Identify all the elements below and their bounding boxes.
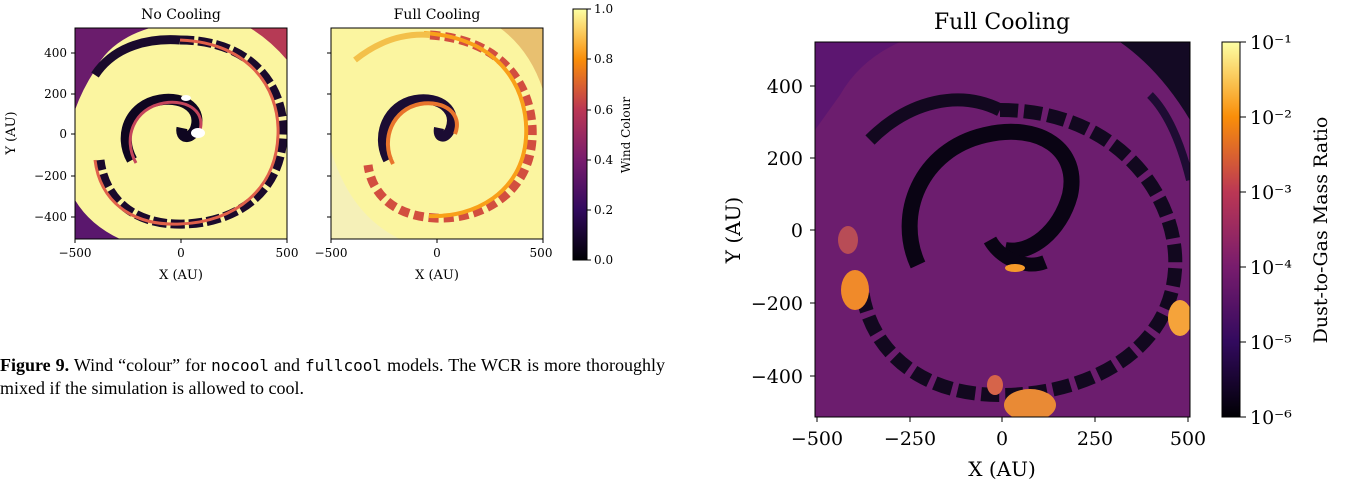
x-tick-label: −250	[884, 428, 936, 450]
colorbar-tick-label: 0.6	[594, 103, 613, 117]
y-tick-label: 0	[791, 220, 803, 242]
wind-colour-map-full-cooling	[331, 28, 543, 239]
colorbar-tick-label: 0.8	[594, 52, 613, 66]
colorbar-tick-label: 10⁻⁵	[1250, 332, 1292, 354]
colorbar-tick-label: 0.0	[594, 253, 613, 267]
colorbar-tick-label: 10⁻⁴	[1250, 257, 1292, 279]
dust-to-gas-panel: Full Cooling −500 −250 0 250 500 400 200…	[721, 10, 1206, 481]
figure-label: Figure 9.	[0, 355, 70, 375]
colorbar-tick-label: 0.2	[594, 203, 613, 217]
colorbar-tick-label: 10⁻²	[1250, 107, 1292, 129]
caption-code: nocool	[211, 356, 269, 375]
y-tick-label: 200	[767, 148, 803, 170]
y-tick-label: 200	[44, 87, 67, 101]
x-tick-label: 500	[1170, 428, 1206, 450]
x-tick-label: −500	[315, 246, 348, 260]
y-tick-label: −400	[34, 210, 67, 224]
y-axis-label: Y (AU)	[4, 111, 19, 155]
y-axis-label: Y (AU)	[721, 197, 745, 264]
colorbar-tick-label: 1.0	[594, 2, 613, 16]
colorbar-tick-label: 10⁻¹	[1250, 32, 1292, 54]
x-tick-label: 500	[276, 246, 299, 260]
figure-caption: Figure 9. Wind “colour” for nocool and f…	[0, 354, 665, 400]
x-tick-label: 0	[433, 246, 441, 260]
colorbar-tick-label: 10⁻³	[1250, 182, 1292, 204]
wind-colour-colorbar: 1.0 0.8 0.6 0.4 0.2 0.0 Wind Colour	[572, 2, 633, 267]
wind-colour-map-no-cooling	[75, 28, 287, 239]
caption-code: fullcool	[304, 356, 383, 375]
panel-no-cooling: No Cooling −500 0 500 400 200 0 −200 −40…	[4, 7, 298, 283]
x-tick-label: −500	[59, 246, 92, 260]
x-tick-label: 250	[1077, 428, 1113, 450]
dust-to-gas-map	[815, 42, 1190, 417]
y-tick-label: 400	[767, 76, 803, 98]
y-tick-label: 0	[59, 127, 67, 141]
x-axis-label: X (AU)	[415, 268, 459, 283]
panel-title: No Cooling	[141, 7, 221, 23]
dust-to-gas-colorbar: 10⁻¹ 10⁻² 10⁻³ 10⁻⁴ 10⁻⁵ 10⁻⁶ Dust-to-Ga…	[1221, 32, 1332, 429]
x-axis-label: X (AU)	[968, 457, 1036, 481]
y-tick-label: −200	[751, 293, 803, 315]
panel-title: Full Cooling	[934, 10, 1070, 35]
x-tick-label: −500	[791, 428, 843, 450]
y-tick-label: −400	[751, 366, 803, 388]
y-tick-label: −200	[34, 169, 67, 183]
x-axis-label: X (AU)	[159, 268, 203, 283]
x-tick-label: 0	[177, 246, 185, 260]
x-tick-label: 0	[996, 428, 1008, 450]
x-tick-label: 500	[530, 246, 553, 260]
caption-text: models. The WCR is more thoroughly mixed…	[0, 355, 665, 398]
y-tick-label: 400	[44, 46, 67, 60]
colorbar-tick-label: 10⁻⁶	[1250, 407, 1292, 429]
caption-text: Wind “colour” for	[69, 355, 212, 375]
caption-text: and	[268, 355, 305, 375]
panel-full-cooling: Full Cooling −500 0 500 X (AU)	[315, 7, 553, 283]
panel-title: Full Cooling	[394, 7, 481, 23]
colorbar-label: Dust-to-Gas Mass Ratio	[1310, 117, 1332, 344]
colorbar-label: Wind Colour	[619, 97, 633, 173]
colorbar-tick-label: 0.4	[594, 153, 613, 167]
